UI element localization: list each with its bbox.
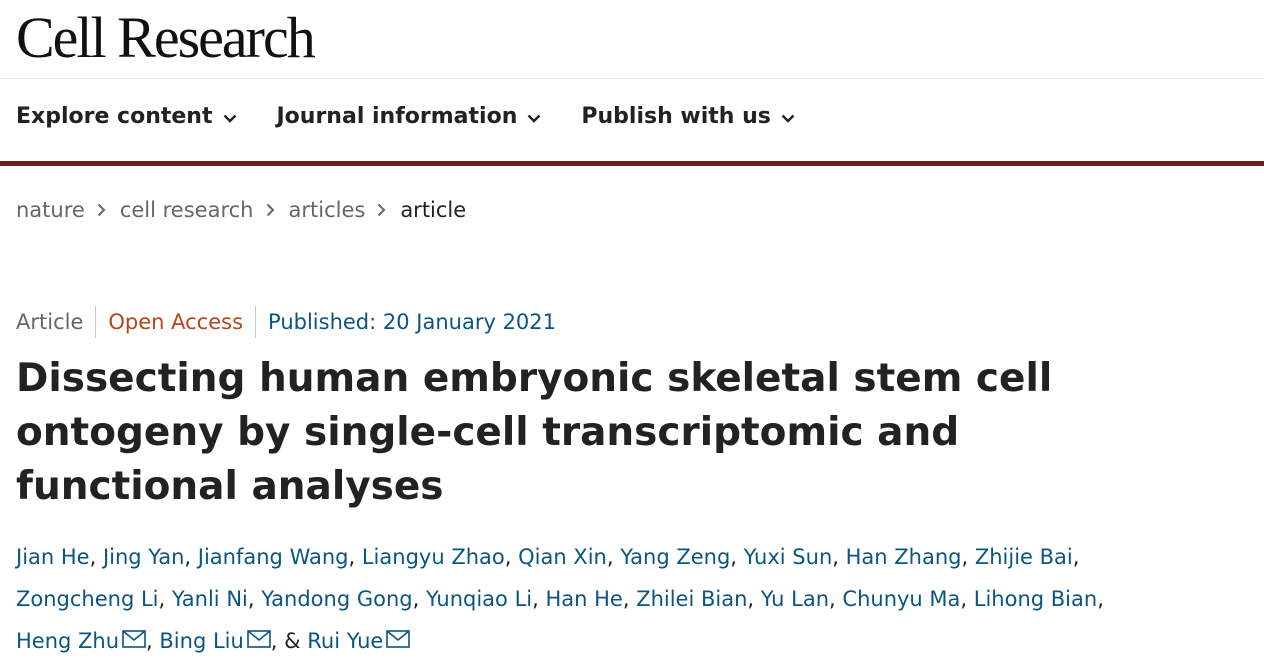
main-nav [0, 79, 1264, 166]
author-link[interactable]: Yang Zeng [620, 545, 731, 569]
nav-journal-information[interactable]: Journal information [277, 104, 542, 129]
author-link[interactable]: Han He [545, 587, 623, 611]
nav-label: Publish with us [581, 104, 771, 129]
nav-explore-content[interactable]: Explore content [16, 104, 237, 129]
breadcrumb-cell-research[interactable]: cell research [119, 198, 254, 222]
article-meta: Article Open Access Published: 20 Januar… [16, 306, 556, 338]
open-access-badge: Open Access [108, 310, 244, 334]
header: Cell Research [0, 0, 1264, 79]
author-link[interactable]: Zhijie Bai [974, 545, 1073, 569]
author-link[interactable]: Jian He [16, 545, 90, 569]
author-link[interactable]: Bing Liu [159, 629, 244, 653]
author-link[interactable]: Zhilei Bian [636, 587, 748, 611]
chevron-down-icon [527, 104, 541, 129]
published-date: Published: 20 January 2021 [268, 310, 557, 334]
breadcrumb-nature[interactable]: nature [16, 198, 85, 222]
breadcrumb: nature cell research articles article [16, 198, 466, 222]
nav-label: Explore content [16, 104, 213, 129]
nav-publish-with-us[interactable]: Publish with us [581, 104, 795, 129]
nav-label: Journal information [276, 104, 518, 129]
author-link[interactable]: Liangyu Zhao [361, 545, 505, 569]
author-link[interactable]: Yandong Gong [261, 587, 413, 611]
author-link[interactable]: Yanli Ni [171, 587, 248, 611]
author-link[interactable]: Han Zhang [845, 545, 962, 569]
meta-divider [95, 306, 97, 338]
author-link[interactable]: Yuxi Sun [743, 545, 833, 569]
article-type: Article [16, 310, 84, 334]
author-link[interactable]: Jing Yan [102, 545, 185, 569]
chevron-right-icon [97, 198, 106, 222]
author-link[interactable]: Yu Lan [760, 587, 830, 611]
author-link[interactable]: Jianfang Wang [197, 545, 349, 569]
author-link[interactable]: Yunqiao Li [425, 587, 533, 611]
author-link[interactable]: Heng Zhu [16, 629, 120, 653]
author-link[interactable]: Lihong Bian [973, 587, 1098, 611]
author-link[interactable]: Rui Yue [307, 629, 384, 653]
author-list: Jian He, Jing Yan, Jianfang Wang, Liangy… [16, 536, 1116, 662]
mail-icon[interactable] [246, 620, 271, 662]
author-link[interactable]: Zongcheng Li [16, 587, 159, 611]
author-link[interactable]: Qian Xin [518, 545, 607, 569]
breadcrumb-current: article [400, 198, 467, 222]
author-separator: & [284, 629, 301, 653]
meta-divider [255, 306, 257, 338]
breadcrumb-articles[interactable]: articles [288, 198, 366, 222]
article-title: Dissecting human embryonic skeletal stem… [16, 356, 1053, 509]
chevron-down-icon [223, 104, 237, 129]
mail-icon[interactable] [386, 620, 411, 662]
chevron-down-icon [781, 104, 795, 129]
journal-logo[interactable]: Cell Research [16, 5, 316, 70]
chevron-right-icon [266, 198, 275, 222]
author-link[interactable]: Chunyu Ma [842, 587, 961, 611]
mail-icon[interactable] [122, 620, 146, 662]
chevron-right-icon [377, 198, 386, 222]
nav-items: Explore content Journal information Publ… [16, 104, 835, 129]
